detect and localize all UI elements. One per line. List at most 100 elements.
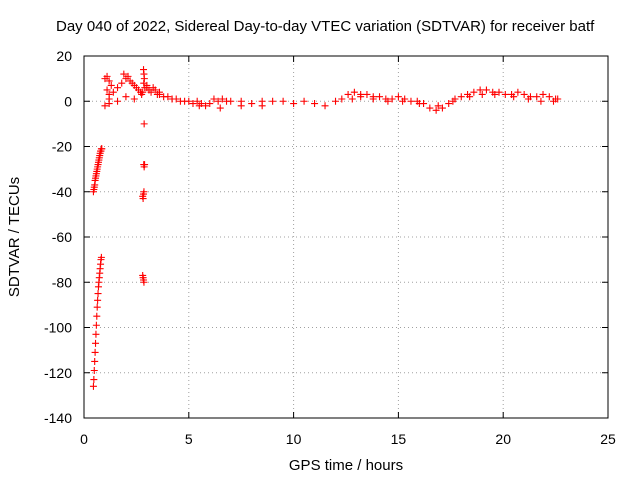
data-point — [91, 357, 99, 365]
data-point — [415, 100, 423, 108]
data-point — [466, 93, 474, 101]
data-point — [195, 102, 203, 110]
data-points — [89, 66, 562, 390]
data-point — [491, 90, 499, 98]
data-point — [92, 339, 100, 347]
data-point — [407, 97, 415, 105]
x-tick-label: 25 — [600, 431, 616, 447]
data-point — [93, 312, 101, 320]
y-tick-label: -40 — [52, 184, 72, 200]
data-point — [151, 86, 159, 94]
y-tick-label: -100 — [44, 320, 72, 336]
data-point — [103, 72, 111, 80]
data-point — [140, 188, 148, 196]
data-point — [501, 90, 509, 98]
data-point — [434, 102, 442, 110]
data-point — [185, 97, 193, 105]
data-point — [97, 253, 105, 261]
data-point — [143, 84, 151, 92]
data-point — [399, 97, 407, 105]
data-point — [206, 100, 214, 108]
data-point — [545, 93, 553, 101]
data-point — [514, 88, 522, 96]
data-point — [533, 93, 541, 101]
data-point — [321, 102, 329, 110]
data-point — [124, 72, 132, 80]
data-point — [438, 104, 446, 112]
data-point — [449, 97, 457, 105]
data-point — [388, 95, 396, 103]
data-point — [363, 90, 371, 98]
data-point — [445, 100, 453, 108]
data-point — [510, 93, 518, 101]
data-point — [93, 303, 101, 311]
data-point — [495, 88, 503, 96]
x-tick-label: 20 — [495, 431, 511, 447]
data-point — [130, 95, 138, 103]
axis-ticks: 0 5 10 15 20 25 20 0 -20 -40 -60 -80 -100 -120 -140 — [44, 48, 616, 447]
data-point — [311, 100, 319, 108]
x-axis-label: GPS time / hours — [289, 457, 403, 474]
data-point — [357, 93, 365, 101]
y-tick-label: -60 — [52, 229, 72, 245]
data-point — [90, 376, 98, 384]
y-tick-label: -20 — [52, 139, 72, 155]
data-point — [290, 100, 298, 108]
data-point — [210, 95, 218, 103]
y-axis-label: SDTVAR / TECUs — [6, 177, 23, 297]
data-point — [94, 296, 102, 304]
data-point — [432, 106, 440, 114]
data-point — [140, 120, 148, 128]
data-point — [338, 95, 346, 103]
data-point — [98, 145, 106, 153]
grid-lines — [84, 56, 608, 418]
y-tick-label: 0 — [64, 93, 72, 109]
data-point — [105, 77, 113, 85]
data-point — [202, 102, 210, 110]
data-point — [193, 97, 201, 105]
data-point — [101, 102, 109, 110]
y-tick-label: -140 — [44, 410, 72, 426]
data-point — [89, 382, 97, 390]
data-point — [348, 95, 356, 103]
y-tick-label: -120 — [44, 365, 72, 381]
data-point — [189, 100, 197, 108]
y-tick-label: 20 — [56, 48, 72, 64]
data-point — [258, 102, 266, 110]
data-point — [140, 75, 148, 83]
data-point — [214, 97, 222, 105]
data-point — [520, 90, 528, 98]
data-point — [114, 97, 122, 105]
data-point — [218, 95, 226, 103]
data-point — [426, 104, 434, 112]
data-point — [107, 81, 115, 89]
data-point — [122, 93, 130, 101]
data-point — [164, 93, 172, 101]
data-point — [103, 86, 111, 94]
data-point — [168, 95, 176, 103]
data-point — [384, 97, 392, 105]
data-point — [139, 88, 147, 96]
data-point — [537, 97, 545, 105]
data-point — [227, 97, 235, 105]
data-point — [554, 95, 562, 103]
data-point — [344, 90, 352, 98]
plot-frame — [83, 55, 609, 419]
data-point — [376, 93, 384, 101]
data-point — [147, 88, 155, 96]
data-point — [350, 88, 358, 96]
data-point — [550, 97, 558, 105]
x-tick-label: 0 — [80, 431, 88, 447]
data-point — [92, 330, 100, 338]
x-tick-label: 10 — [286, 431, 302, 447]
data-point — [524, 95, 532, 103]
data-point — [120, 70, 128, 78]
data-point — [332, 97, 340, 105]
data-point — [237, 102, 245, 110]
data-point — [155, 90, 163, 98]
data-point — [248, 100, 256, 108]
data-point — [118, 79, 126, 87]
data-point — [478, 90, 486, 98]
data-point — [470, 88, 478, 96]
